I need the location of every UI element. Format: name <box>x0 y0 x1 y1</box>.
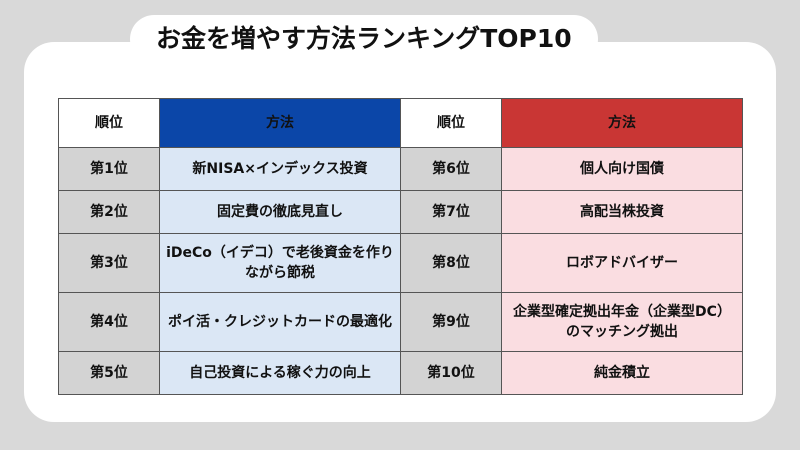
method-cell: 自己投資による稼ぐ力の向上 <box>159 351 401 395</box>
header-method-left: 方法 <box>159 98 401 148</box>
header-rank-left: 順位 <box>58 98 160 148</box>
method-cell: iDeCo（イデコ）で老後資金を作りながら節税 <box>159 233 401 293</box>
method-cell: 固定費の徹底見直し <box>159 190 401 234</box>
table-header-row: 順位 方法 順位 方法 <box>58 98 743 148</box>
method-cell: 企業型確定拠出年金（企業型DC）のマッチング拠出 <box>501 292 743 352</box>
method-cell: 個人向け国債 <box>501 147 743 191</box>
table-row: 第1位 新NISA×インデックス投資 第6位 個人向け国債 <box>58 147 743 191</box>
rank-cell: 第2位 <box>58 190 160 234</box>
rank-cell: 第4位 <box>58 292 160 352</box>
header-method-right: 方法 <box>501 98 743 148</box>
rank-cell: 第6位 <box>400 147 502 191</box>
ranking-table: 順位 方法 順位 方法 第1位 新NISA×インデックス投資 第6位 個人向け国… <box>58 98 743 395</box>
table-row: 第3位 iDeCo（イデコ）で老後資金を作りながら節税 第8位 ロボアドバイザー <box>58 233 743 293</box>
method-cell: 純金積立 <box>501 351 743 395</box>
page-title: お金を増やす方法ランキングTOP10 <box>130 15 598 63</box>
method-cell: 高配当株投資 <box>501 190 743 234</box>
rank-cell: 第3位 <box>58 233 160 293</box>
rank-cell: 第5位 <box>58 351 160 395</box>
rank-cell: 第10位 <box>400 351 502 395</box>
header-rank-right: 順位 <box>400 98 502 148</box>
rank-cell: 第8位 <box>400 233 502 293</box>
rank-cell: 第7位 <box>400 190 502 234</box>
rank-cell: 第9位 <box>400 292 502 352</box>
rank-cell: 第1位 <box>58 147 160 191</box>
method-cell: 新NISA×インデックス投資 <box>159 147 401 191</box>
table-row: 第2位 固定費の徹底見直し 第7位 高配当株投資 <box>58 190 743 234</box>
table-row: 第4位 ポイ活・クレジットカードの最適化 第9位 企業型確定拠出年金（企業型DC… <box>58 292 743 352</box>
method-cell: ポイ活・クレジットカードの最適化 <box>159 292 401 352</box>
method-cell: ロボアドバイザー <box>501 233 743 293</box>
table-row: 第5位 自己投資による稼ぐ力の向上 第10位 純金積立 <box>58 351 743 395</box>
